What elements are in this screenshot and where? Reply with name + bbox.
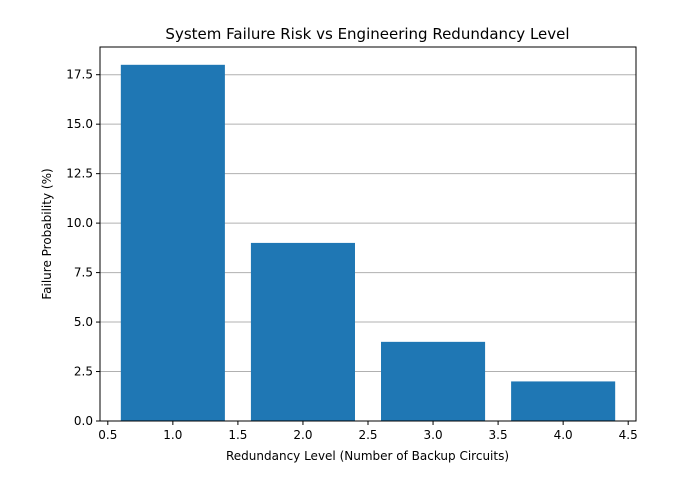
bar-level-4 — [511, 381, 616, 421]
y-tick-label: 12.5 — [66, 167, 93, 181]
y-axis-ticks: 0.0 2.5 5.0 7.5 10.0 12.5 15.0 17.5 — [66, 68, 100, 428]
x-axis-label: Redundancy Level (Number of Backup Circu… — [226, 449, 509, 463]
chart-title: System Failure Risk vs Engineering Redun… — [165, 25, 569, 43]
x-tick-label: 3.5 — [489, 428, 508, 442]
x-tick-label: 2.5 — [358, 428, 377, 442]
bar-level-3 — [381, 341, 486, 421]
bar-level-2 — [250, 242, 355, 421]
y-tick-label: 15.0 — [66, 117, 93, 131]
x-tick-label: 0.5 — [98, 428, 117, 442]
y-axis-label: Failure Probability (%) — [40, 168, 54, 299]
y-tick-label: 2.5 — [74, 365, 93, 379]
y-tick-label: 5.0 — [74, 315, 93, 329]
x-tick-label: 4.5 — [619, 428, 638, 442]
bar-level-1 — [120, 64, 225, 422]
y-tick-label: 0.0 — [74, 414, 93, 428]
x-tick-label: 1.5 — [228, 428, 247, 442]
x-tick-label: 2.0 — [293, 428, 312, 442]
bars — [120, 64, 616, 422]
y-tick-label: 7.5 — [74, 266, 93, 280]
x-tick-label: 4.0 — [554, 428, 573, 442]
y-tick-label: 10.0 — [66, 216, 93, 230]
y-tick-label: 17.5 — [66, 68, 93, 82]
x-tick-label: 1.0 — [163, 428, 182, 442]
x-tick-label: 3.0 — [424, 428, 443, 442]
x-axis-ticks: 0.5 1.0 1.5 2.0 2.5 3.0 3.5 4.0 4.5 — [98, 421, 638, 442]
